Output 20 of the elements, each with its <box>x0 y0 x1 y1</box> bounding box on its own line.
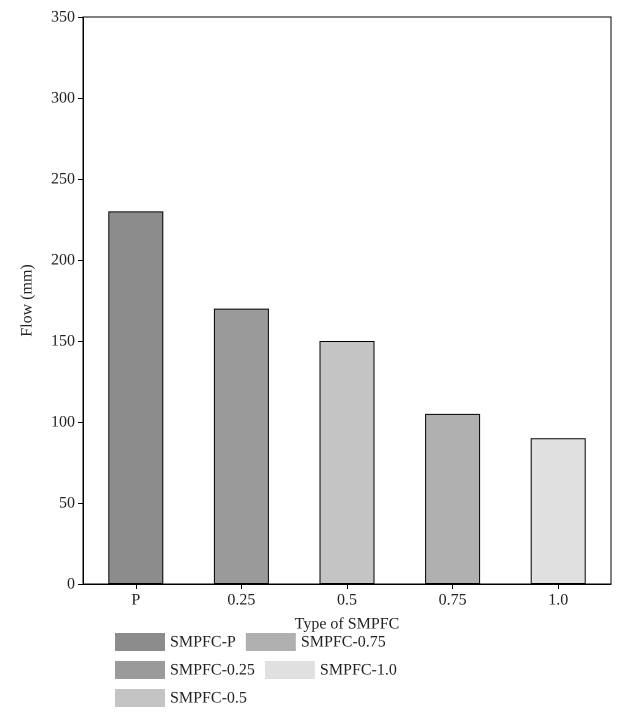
legend-label: SMPFC-P <box>170 634 236 650</box>
y-tick-label: 0 <box>67 576 75 592</box>
y-tick-label: 150 <box>51 332 75 350</box>
y-axis-title: Flow (mm) <box>18 264 36 337</box>
y-tick-label: 100 <box>51 414 75 430</box>
y-tick-label: 200 <box>51 252 75 268</box>
y-tick-label: 350 <box>51 8 75 26</box>
legend-label: SMPFC-0.5 <box>170 690 247 706</box>
x-tick-label: P <box>131 592 140 608</box>
x-tick-label: 1.0 <box>548 592 568 608</box>
y-tick-label: 300 <box>51 90 75 106</box>
x-tick-label: 0.25 <box>227 592 256 608</box>
legend-label: SMPFC-0.75 <box>300 634 386 650</box>
x-tick-label: 0.5 <box>337 592 357 608</box>
legend-label: SMPFC-0.25 <box>170 662 255 678</box>
y-tick-label: 50 <box>59 494 75 512</box>
legend-label: SMPFC-1.0 <box>320 662 397 678</box>
x-tick-label: 0.75 <box>438 592 467 608</box>
x-axis-title: Type of SMPFC <box>294 616 400 632</box>
y-tick-label: 250 <box>51 170 75 188</box>
